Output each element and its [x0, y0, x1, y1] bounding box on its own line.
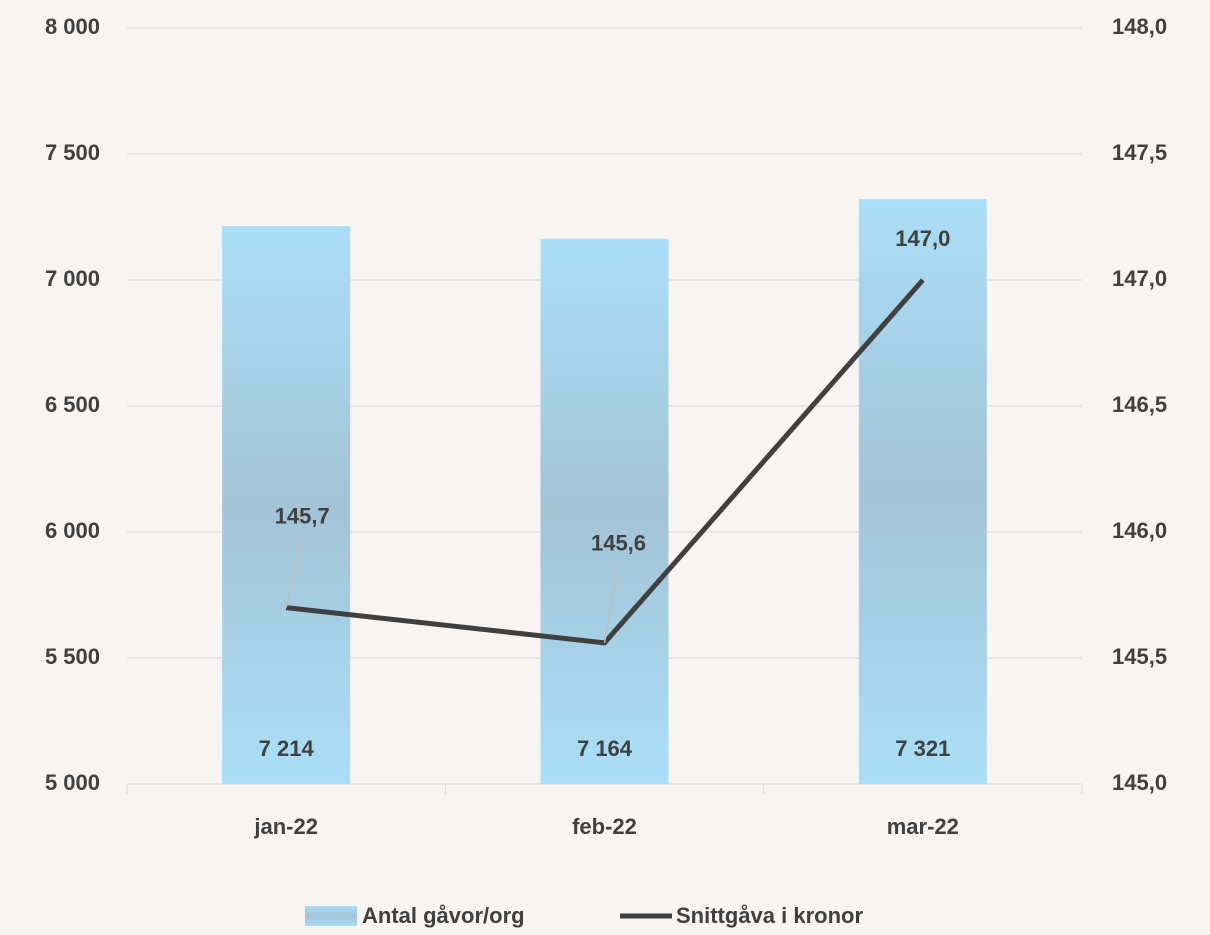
leader-line [285, 539, 303, 608]
x-tick-label: feb-22 [572, 814, 637, 839]
y2-tick-label: 147,5 [1112, 140, 1167, 165]
leader-line [603, 566, 620, 644]
x-tick-label: mar-22 [887, 814, 959, 839]
y-tick-label: 6 500 [45, 392, 100, 417]
y2-tick-label: 148,0 [1112, 14, 1167, 39]
y-tick-label: 7 500 [45, 140, 100, 165]
bar [222, 226, 351, 784]
line-value-label: 147,0 [895, 226, 950, 251]
line-value-label: 145,7 [275, 503, 330, 528]
y2-tick-label: 147,0 [1112, 266, 1167, 291]
legend-swatch [305, 906, 357, 926]
y-tick-label: 5 000 [45, 770, 100, 795]
y2-tick-label: 145,5 [1112, 644, 1167, 669]
bar [540, 238, 669, 784]
y2-tick-label: 146,5 [1112, 392, 1167, 417]
bar [858, 199, 987, 784]
legend-label: Snittgåva i kronor [676, 903, 863, 928]
y-tick-label: 7 000 [45, 266, 100, 291]
y-tick-label: 5 500 [45, 644, 100, 669]
legend-label: Antal gåvor/org [362, 903, 525, 928]
bar-value-label: 7 214 [259, 736, 315, 761]
y-tick-label: 6 000 [45, 518, 100, 543]
line-value-label: 145,6 [591, 531, 646, 556]
bar-value-label: 7 321 [895, 736, 950, 761]
bar-value-label: 7 164 [577, 736, 633, 761]
x-tick-label: jan-22 [253, 814, 318, 839]
y2-tick-label: 146,0 [1112, 518, 1167, 543]
y2-tick-label: 145,0 [1112, 770, 1167, 795]
y-tick-label: 8 000 [45, 14, 100, 39]
